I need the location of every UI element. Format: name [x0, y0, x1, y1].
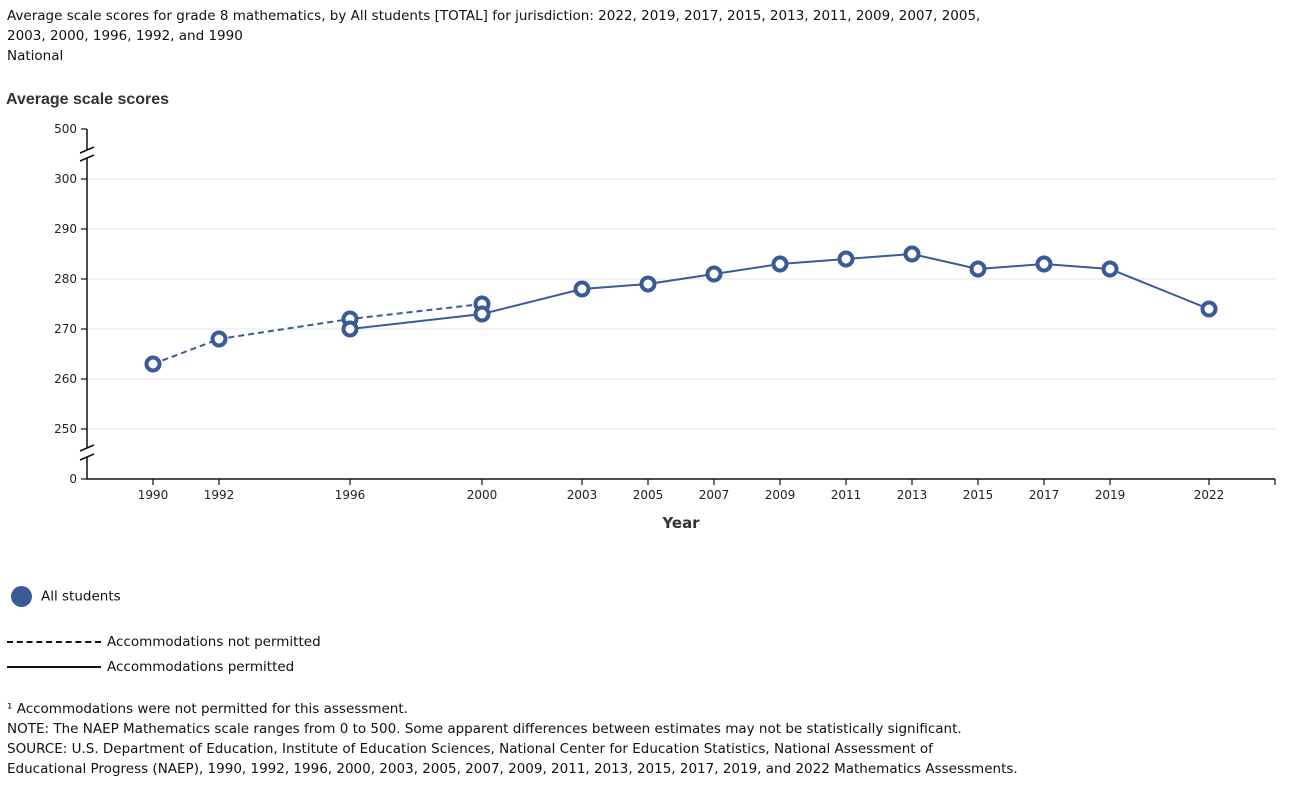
data-point	[1200, 300, 1218, 318]
axis-break-mark	[79, 146, 95, 154]
chart-notes: ¹ Accommodations were not permitted for …	[7, 699, 1018, 779]
x-tick-label: 1990	[138, 488, 169, 502]
x-tick-label: 2000	[467, 488, 498, 502]
x-tick-label: 2011	[831, 488, 862, 502]
x-tick-label: 2013	[897, 488, 928, 502]
data-point	[969, 260, 987, 278]
axis-break-mark	[79, 453, 95, 461]
solid-line-icon	[7, 666, 101, 668]
chart-heading: Average scale scores for grade 8 mathema…	[7, 6, 981, 66]
y-tick-label: 0	[69, 472, 77, 486]
data-point	[771, 255, 789, 273]
data-point	[903, 245, 921, 263]
y-tick-label: 270	[54, 322, 77, 336]
x-tick-label: 1996	[335, 488, 366, 502]
x-tick-label: 2003	[567, 488, 598, 502]
x-tick-label: 2019	[1095, 488, 1126, 502]
y-tick-label: 500	[54, 122, 77, 136]
source-line-2: Educational Progress (NAEP), 1990, 1992,…	[7, 761, 1018, 777]
axis-break-mark	[79, 444, 95, 452]
x-tick-label: 2022	[1194, 488, 1225, 502]
heading-line-1: Average scale scores for grade 8 mathema…	[7, 8, 981, 24]
x-tick-label: 2007	[699, 488, 730, 502]
axis-break-mark	[79, 154, 95, 162]
legend-dashed-item: Accommodations not permitted	[7, 634, 321, 650]
legend-dot-icon	[11, 586, 32, 607]
series-points	[144, 245, 1218, 373]
heading-jurisdiction: National	[7, 48, 64, 64]
data-point	[1035, 255, 1053, 273]
y-axis-title: Average scale scores	[6, 91, 169, 108]
x-tick-label: 2009	[765, 488, 796, 502]
legend-series-item: All students	[11, 586, 121, 607]
heading-line-2: 2003, 2000, 1996, 1992, and 1990	[7, 28, 243, 44]
legend-solid-label: Accommodations permitted	[107, 659, 295, 675]
y-tick-label: 290	[54, 222, 77, 236]
data-point	[473, 305, 491, 323]
y-tick-label: 300	[54, 172, 77, 186]
data-point	[705, 265, 723, 283]
x-tick-label: 2017	[1029, 488, 1060, 502]
dashed-line-icon	[7, 641, 101, 643]
series-lines	[152, 252, 1210, 365]
line-chart: Average scale scores 0 250 260 270 280 290 300…	[6, 91, 1276, 532]
y-tick-label: 260	[54, 372, 77, 386]
data-point	[837, 250, 855, 268]
data-point	[639, 275, 657, 293]
axes: 0 250 260 270 280 290 300 500 1990 1992 1996 2000 20…	[54, 122, 1276, 502]
series-line-solid	[349, 252, 1210, 330]
data-point	[1101, 260, 1119, 278]
data-point	[144, 355, 162, 373]
x-tick-label: 2015	[963, 488, 994, 502]
grid-lines	[87, 178, 1275, 430]
x-tick-label: 1992	[204, 488, 235, 502]
y-tick-label: 280	[54, 272, 77, 286]
legend-dashed-label: Accommodations not permitted	[107, 634, 321, 650]
data-point	[573, 280, 591, 298]
y-tick-label: 250	[54, 422, 77, 436]
data-point	[341, 320, 359, 338]
legend-solid-item: Accommodations permitted	[7, 659, 294, 675]
footnote: ¹ Accommodations were not permitted for …	[7, 701, 408, 717]
note: NOTE: The NAEP Mathematics scale ranges …	[7, 721, 962, 737]
series-line-dashed	[152, 303, 483, 365]
legend-series-label: All students	[41, 588, 121, 605]
x-tick-label: 2005	[633, 488, 664, 502]
data-point	[210, 330, 228, 348]
source-line-1: SOURCE: U.S. Department of Education, In…	[7, 741, 933, 757]
x-axis-title: Year	[661, 514, 700, 532]
